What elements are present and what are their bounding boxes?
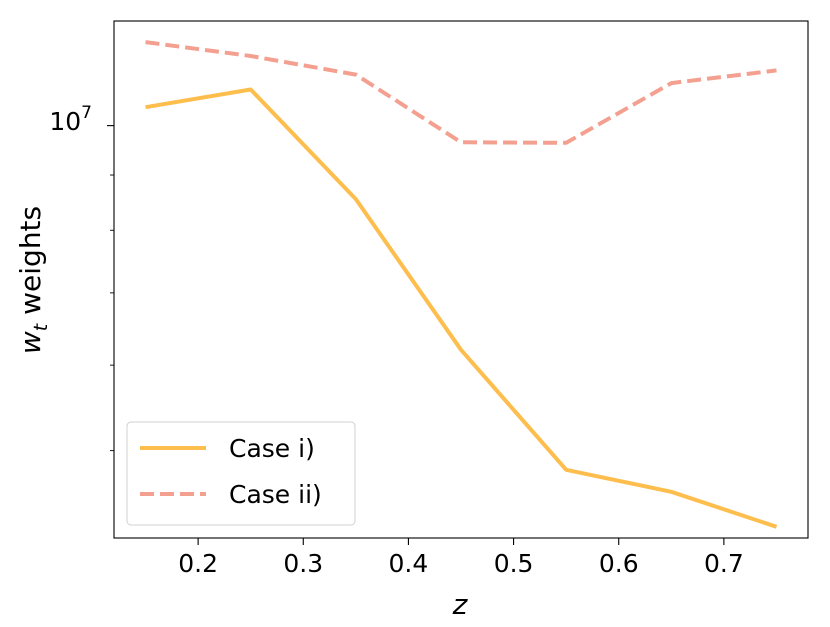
- axis-ticks: 0.2 0.3 0.4 0.5 0.6 0.7: [107, 125, 744, 578]
- y-tick-label-1e7: 107: [49, 103, 92, 136]
- series-line-case-ii: [145, 40, 777, 145]
- x-tick-label: 0.6: [599, 549, 639, 578]
- x-tick-label: 0.4: [389, 549, 429, 578]
- y-minor-ticks: [110, 174, 114, 452]
- legend: Case i) Case ii): [126, 421, 356, 526]
- plot-area-frame: [113, 20, 809, 539]
- x-axis-label: z: [452, 588, 469, 621]
- series-lines: [145, 40, 778, 529]
- legend-label-case-i: Case i): [229, 434, 315, 463]
- x-tick-label: 0.2: [178, 549, 218, 578]
- y-axis-label: wt weights: [14, 206, 52, 354]
- series-line-case-i: [145, 87, 778, 529]
- x-tick-label: 0.5: [494, 549, 534, 578]
- legend-label-case-ii: Case ii): [229, 480, 322, 509]
- x-tick-label: 0.7: [704, 549, 744, 578]
- x-tick-label: 0.3: [283, 549, 323, 578]
